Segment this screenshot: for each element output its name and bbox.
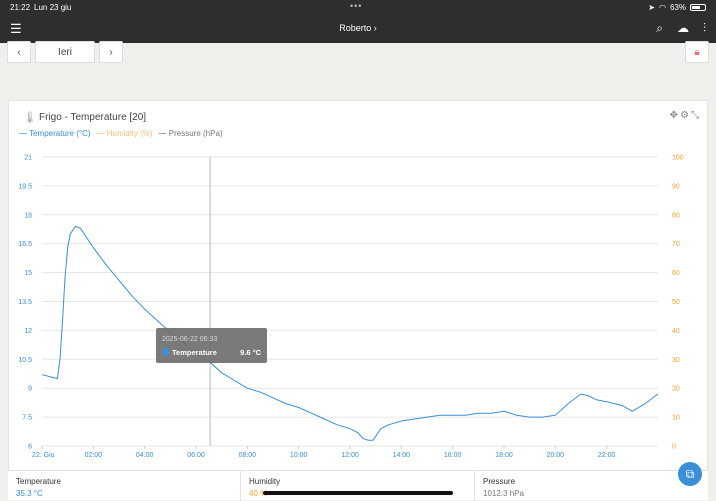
y-right-tick: 30 [672, 357, 680, 364]
summary-temperature-name: Temperature [16, 477, 61, 486]
y-axis-right: 0 10 20 30 40 50 60 70 80 90 100 [672, 155, 684, 451]
summary-humidity-name: Humidity [249, 477, 281, 486]
tooltip-series-name: Temperature [172, 348, 217, 357]
x-tick-label: 04:00 [136, 452, 154, 459]
summary-pressure-name: Pressure [483, 477, 516, 486]
status-bar: 21:22 Lun 23 giu ••• ➤ ◠ 63% [0, 0, 716, 14]
y-right-tick: 20 [672, 386, 680, 393]
status-time: 21:22 [10, 3, 31, 12]
temperature-series-line [41, 225, 659, 441]
nav-actions: ⌕ ☁ ⫶ [656, 21, 706, 36]
y-left-tick: 12 [24, 328, 32, 335]
summary-temperature-value: 35.3 °C [16, 489, 43, 498]
nav-bar: ☰ Roberto › ⌕ ☁ ⫶ [0, 14, 716, 43]
share-icon: ⧉ [685, 466, 695, 481]
y-left-tick: 10.5 [18, 357, 32, 364]
temperature-chart[interactable]: 6 7.5 9 10.5 12 13.5 15 16.5 18 19.5 21 0 10 20 30 40 5… [0, 0, 716, 470]
y-left-tick: 6 [28, 444, 32, 451]
location-icon: ➤ [648, 3, 655, 12]
x-tick-label: 10:00 [290, 452, 308, 459]
legend-humidity[interactable]: ⁓ Humidity (%) [96, 129, 153, 138]
chart-legend: ⁓ Temperature (°C) ⁓ Humidity (%) ⁓ Pres… [19, 129, 223, 138]
x-tick-label: 08:00 [239, 452, 257, 459]
summary-pressure[interactable]: Pressure 1012.3 hPa [475, 471, 708, 501]
move-icon[interactable]: ✥ [669, 110, 679, 121]
summary-humidity-value: 40 % [249, 489, 268, 498]
bottom-summary: Temperature 35.3 °C Humidity 40 % Pressu… [8, 470, 708, 501]
status-date: Lun 23 giu [34, 3, 72, 12]
gear-icon[interactable]: ⚙ [680, 110, 689, 121]
tooltip-value: 9.6 °C [240, 348, 262, 357]
tooltip-series-dot [162, 348, 170, 356]
wifi-icon: ◠ [659, 3, 666, 12]
card-tools: ✥ ⚙ ⤡ [670, 110, 699, 121]
settings-sliders-icon[interactable]: ⫶ [702, 21, 706, 35]
legend-temperature-label: Temperature (°C) [29, 129, 91, 138]
battery-fill [692, 6, 700, 9]
y-left-tick: 7.5 [22, 415, 32, 422]
chart-grid [42, 156, 658, 447]
x-tick-label: 22. Giu [32, 452, 55, 459]
tooltip-time: 2025-06-22 06:33 [162, 336, 217, 343]
y-right-tick: 0 [672, 444, 676, 451]
search-icon[interactable]: ⌕ [656, 21, 663, 35]
y-left-tick: 9 [28, 386, 32, 393]
nav-title[interactable]: Roberto › [339, 23, 377, 33]
collapse-icon[interactable]: ⤡ [691, 110, 699, 121]
summary-humidity[interactable]: Humidity 40 % [241, 471, 475, 501]
multitasking-dots-icon[interactable]: ••• [350, 1, 363, 11]
prev-period-button[interactable]: ‹ [7, 41, 31, 63]
battery-percent: 63% [669, 3, 686, 12]
card-title: Frigo - Temperature [20] [39, 112, 147, 123]
home-indicator[interactable] [263, 491, 453, 495]
x-tick-label: 06:00 [187, 452, 205, 459]
tooltip-box [156, 328, 267, 363]
y-left-tick: 19.5 [18, 183, 32, 190]
x-tick-label: 16:00 [444, 452, 462, 459]
y-right-tick: 70 [672, 241, 680, 248]
y-right-tick: 60 [672, 270, 680, 277]
status-right: ➤ ◠ 63% [648, 3, 706, 12]
y-right-tick: 10 [672, 415, 680, 422]
period-label[interactable]: Ieri [35, 41, 95, 63]
legend-pressure[interactable]: ⁓ Pressure (hPa) [158, 129, 223, 138]
share-fab[interactable]: ⧉ [678, 462, 702, 486]
battery-icon [690, 4, 706, 11]
legend-temperature[interactable]: ⁓ Temperature (°C) [19, 129, 91, 138]
thermometer-icon: 🌡︎ [23, 112, 37, 124]
y-right-tick: 100 [672, 155, 684, 162]
y-right-tick: 50 [672, 299, 680, 306]
summary-temperature[interactable]: Temperature 35.3 °C [8, 471, 241, 501]
legend-humidity-label: Humidity (%) [106, 129, 153, 138]
next-period-button[interactable]: › [99, 41, 123, 63]
legend-pressure-label: Pressure (hPa) [168, 129, 223, 138]
y-left-tick: 16.5 [18, 241, 32, 248]
lock-button[interactable]: 🔒︎ [685, 41, 709, 63]
summary-pressure-value: 1012.3 hPa [483, 489, 524, 498]
y-right-tick: 80 [672, 212, 680, 219]
lock-icon: 🔒︎ [694, 46, 700, 58]
x-axis: 22. Giu 02:00 04:00 06:00 08:00 10:00 12:00 14:… [32, 446, 616, 459]
x-tick-label: 14:00 [393, 452, 411, 459]
cloud-download-icon[interactable]: ☁ [676, 21, 689, 35]
x-tick-label: 12:00 [341, 452, 359, 459]
x-tick-label: 22:00 [598, 452, 616, 459]
chart-tooltip: 2025-06-22 06:33 Temperature 9.6 °C [156, 328, 267, 363]
x-tick-label: 20:00 [547, 452, 565, 459]
y-right-tick: 90 [672, 183, 680, 190]
x-tick-label: 02:00 [85, 452, 103, 459]
y-right-tick: 40 [672, 328, 680, 335]
y-left-tick: 13.5 [18, 299, 32, 306]
x-tick-label: 18:00 [495, 452, 513, 459]
menu-icon[interactable]: ☰ [10, 21, 22, 36]
y-left-tick: 15 [24, 270, 32, 277]
y-left-tick: 21 [24, 155, 32, 162]
y-axis-left: 6 7.5 9 10.5 12 13.5 15 16.5 18 19.5 21 [18, 155, 32, 451]
y-left-tick: 18 [24, 212, 32, 219]
